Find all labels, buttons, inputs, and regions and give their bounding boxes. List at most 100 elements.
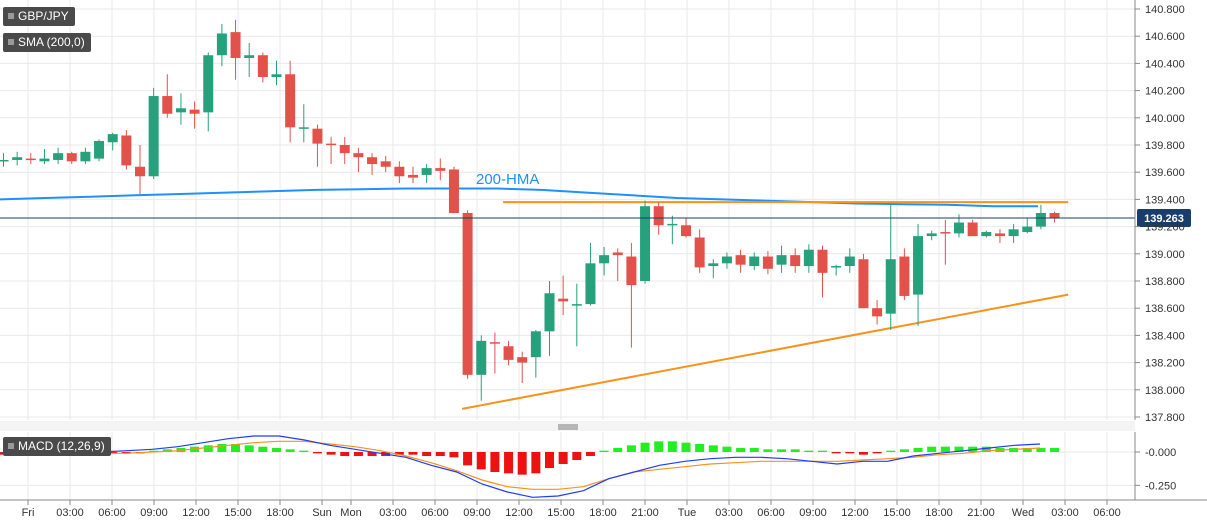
sma-label: SMA (200,0) xyxy=(18,35,85,49)
macd-histogram-bar xyxy=(872,452,882,454)
time-tick-label: 03:00 xyxy=(715,507,743,519)
time-tick-label: 21:00 xyxy=(631,507,659,519)
candle-body xyxy=(353,153,364,158)
candle-body xyxy=(135,166,145,177)
candle-body xyxy=(544,293,555,332)
macd-histogram-bar xyxy=(886,450,896,452)
time-tick-label: 06:00 xyxy=(421,507,449,519)
macd-histogram-bar xyxy=(422,452,432,456)
candle-body xyxy=(476,340,487,375)
divider-band xyxy=(0,421,1135,431)
candle-body xyxy=(12,157,23,160)
time-tick-label: 09:00 xyxy=(463,507,491,519)
price-tick-label: 140.600 xyxy=(1145,31,1185,43)
macd-histogram-bar xyxy=(940,446,950,452)
macd-histogram-bar xyxy=(367,452,377,456)
candle-body xyxy=(640,206,651,281)
price-tick-label: 138.000 xyxy=(1145,385,1185,397)
candle-body xyxy=(257,55,268,77)
macd-histogram-bar xyxy=(858,452,868,455)
pane-divider[interactable] xyxy=(0,421,1135,431)
candle-body xyxy=(271,74,282,77)
candle-body xyxy=(940,232,951,234)
price-tick-label: 138.600 xyxy=(1145,303,1185,315)
candle-body xyxy=(1049,213,1060,219)
candle-body xyxy=(762,256,773,269)
candle-body xyxy=(844,256,855,267)
candle-body xyxy=(0,159,9,162)
candle-body xyxy=(954,222,964,234)
macd-histogram-bar xyxy=(476,452,486,470)
candle-body xyxy=(872,308,883,317)
candle-body xyxy=(817,249,828,273)
macd-histogram-bar xyxy=(312,452,322,454)
time-tick-label: 18:00 xyxy=(589,507,617,519)
price-tick-label: 139.200 xyxy=(1145,222,1185,234)
candle-body xyxy=(776,255,787,265)
price-tick-label: 140.400 xyxy=(1145,58,1185,70)
price-tick-label: 138.400 xyxy=(1145,330,1185,342)
candle-body xyxy=(994,233,1005,237)
candle-body xyxy=(94,140,105,159)
price-tick-label: 140.200 xyxy=(1145,86,1185,98)
candle-body xyxy=(981,232,992,237)
macd-legend[interactable]: MACD (12,26,9) xyxy=(3,437,111,456)
price-tick-label: 140.000 xyxy=(1145,113,1185,125)
candle-body xyxy=(571,304,582,306)
macd-histogram-bar xyxy=(599,450,609,452)
macd-histogram-bar xyxy=(449,452,459,458)
time-tick-label: 15:00 xyxy=(224,507,252,519)
candle-body xyxy=(653,206,664,226)
macd-histogram-bar xyxy=(231,444,241,452)
time-tick-label: 06:00 xyxy=(98,507,126,519)
macd-histogram-bar xyxy=(353,452,363,456)
time-tick-label: 09:00 xyxy=(140,507,168,519)
macd-histogram-bar xyxy=(299,450,309,452)
candle-body xyxy=(53,153,64,160)
candle-body xyxy=(175,108,186,113)
time-tick-label: Mon xyxy=(340,507,361,519)
macd-histogram-bar xyxy=(558,452,568,464)
price-badge-label: 139.263 xyxy=(1144,213,1184,225)
candle-body xyxy=(599,255,610,264)
time-tick-label: 18:00 xyxy=(925,507,953,519)
candle-body xyxy=(216,33,227,56)
candle-body xyxy=(1035,213,1046,227)
candle-body xyxy=(285,74,296,128)
candle-body xyxy=(926,233,937,237)
time-tick-label: 12:00 xyxy=(841,507,869,519)
candle-body xyxy=(421,168,432,175)
candle-body xyxy=(1022,226,1033,233)
macd-histogram-bar xyxy=(272,448,281,452)
macd-histogram-bar xyxy=(572,452,582,460)
macd-histogram-bar xyxy=(790,449,800,452)
candle-body xyxy=(585,263,596,305)
macd-histogram-bar xyxy=(722,446,732,452)
candle-body xyxy=(667,223,678,226)
candle-body xyxy=(967,222,978,237)
macd-histogram-bar xyxy=(285,449,295,452)
symbol-legend[interactable]: GBP/JPY xyxy=(3,7,75,26)
macd-histogram-bar xyxy=(818,450,827,452)
candle-body xyxy=(66,153,77,162)
candle-body xyxy=(244,55,255,58)
candle-body xyxy=(831,266,842,268)
macd-histogram-bar xyxy=(108,452,118,454)
candle-body xyxy=(489,342,500,344)
time-tick-label: Sun xyxy=(312,507,332,519)
macd-histogram-bar xyxy=(121,452,131,454)
candle-body xyxy=(803,249,814,267)
candle-body xyxy=(462,213,473,375)
sma-legend[interactable]: SMA (200,0) xyxy=(3,33,91,52)
time-tick-label: 15:00 xyxy=(883,507,911,519)
macd-histogram-bar xyxy=(626,445,636,452)
time-tick-label: 03:00 xyxy=(56,507,84,519)
candle-body xyxy=(107,134,118,143)
candle-body xyxy=(708,263,719,267)
macd-histogram-bar xyxy=(954,446,964,452)
macd-histogram-bar xyxy=(613,448,623,452)
candle-body xyxy=(913,236,924,295)
macd-tick-label: -0.000 xyxy=(1145,447,1176,459)
